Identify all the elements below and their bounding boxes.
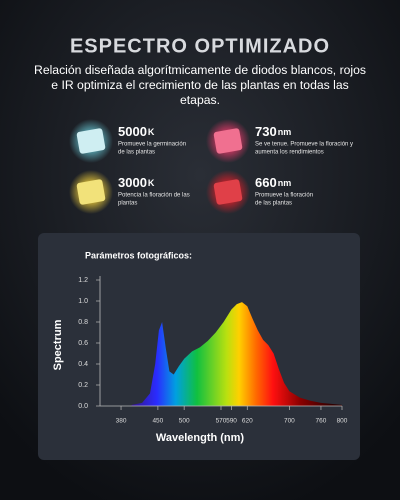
led-unit: K <box>148 178 155 188</box>
led-value: 660nm <box>255 175 291 190</box>
x-tick-label: 450 <box>152 418 163 425</box>
y-tick-label: 0.2 <box>78 382 88 389</box>
led-description: plantas <box>118 201 137 207</box>
subtitle: Relación diseñada algorítmicamente de di… <box>34 63 366 77</box>
y-tick-label: 1.2 <box>78 277 88 284</box>
led-description: Promueve la germinación <box>118 142 186 148</box>
y-tick-label: 0.4 <box>78 361 88 368</box>
x-tick-label: 570 <box>216 418 227 425</box>
led-value: 5000K <box>118 124 155 139</box>
led-icons <box>69 119 250 214</box>
spectrum-area <box>131 302 342 406</box>
chart-title: Parámetros fotográficos: <box>85 250 192 260</box>
y-axis-label: Spectrum <box>52 319 64 370</box>
led-description: de las plantas <box>255 201 292 207</box>
title: ESPECTRO OPTIMIZADO <box>70 35 330 57</box>
led-description: Promueve la floración <box>255 193 313 199</box>
led-unit: nm <box>278 127 292 137</box>
y-tick-label: 1.0 <box>78 298 88 305</box>
subtitle: etapas. <box>180 93 220 107</box>
led-description: Potencia la floración de las <box>118 193 190 199</box>
x-axis-label: Wavelength (nm) <box>156 432 245 444</box>
x-tick-label: 620 <box>242 418 253 425</box>
led-description: de las plantas <box>118 150 155 156</box>
led-number: 730 <box>255 124 277 139</box>
y-tick-label: 0.0 <box>78 403 88 410</box>
led-number: 5000 <box>118 124 147 139</box>
led-value: 3000K <box>118 175 155 190</box>
x-tick-label: 760 <box>316 418 327 425</box>
x-tick-label: 700 <box>284 418 295 425</box>
led-unit: K <box>148 127 155 137</box>
x-tick-label: 800 <box>337 418 348 425</box>
y-tick-label: 0.6 <box>78 340 88 347</box>
led-number: 660 <box>255 175 277 190</box>
led-value: 730nm <box>255 124 291 139</box>
x-tick-label: 590 <box>226 418 237 425</box>
led-description: Se ve tenue. Promueve la floración y <box>255 142 353 148</box>
plot: 0.0 0.2 0.4 0.6 0.8 1.0 1.2 380 450 500 570 590 620 7… <box>78 276 348 425</box>
subtitle: e IR optimiza el crecimiento de las plan… <box>51 78 348 92</box>
y-tick-label: 0.8 <box>78 319 88 326</box>
led-unit: nm <box>278 178 292 188</box>
led-number: 3000 <box>118 175 147 190</box>
led-description: aumenta los rendimientos <box>255 150 324 156</box>
x-tick-label: 500 <box>179 418 190 425</box>
x-tick-label: 380 <box>116 418 127 425</box>
